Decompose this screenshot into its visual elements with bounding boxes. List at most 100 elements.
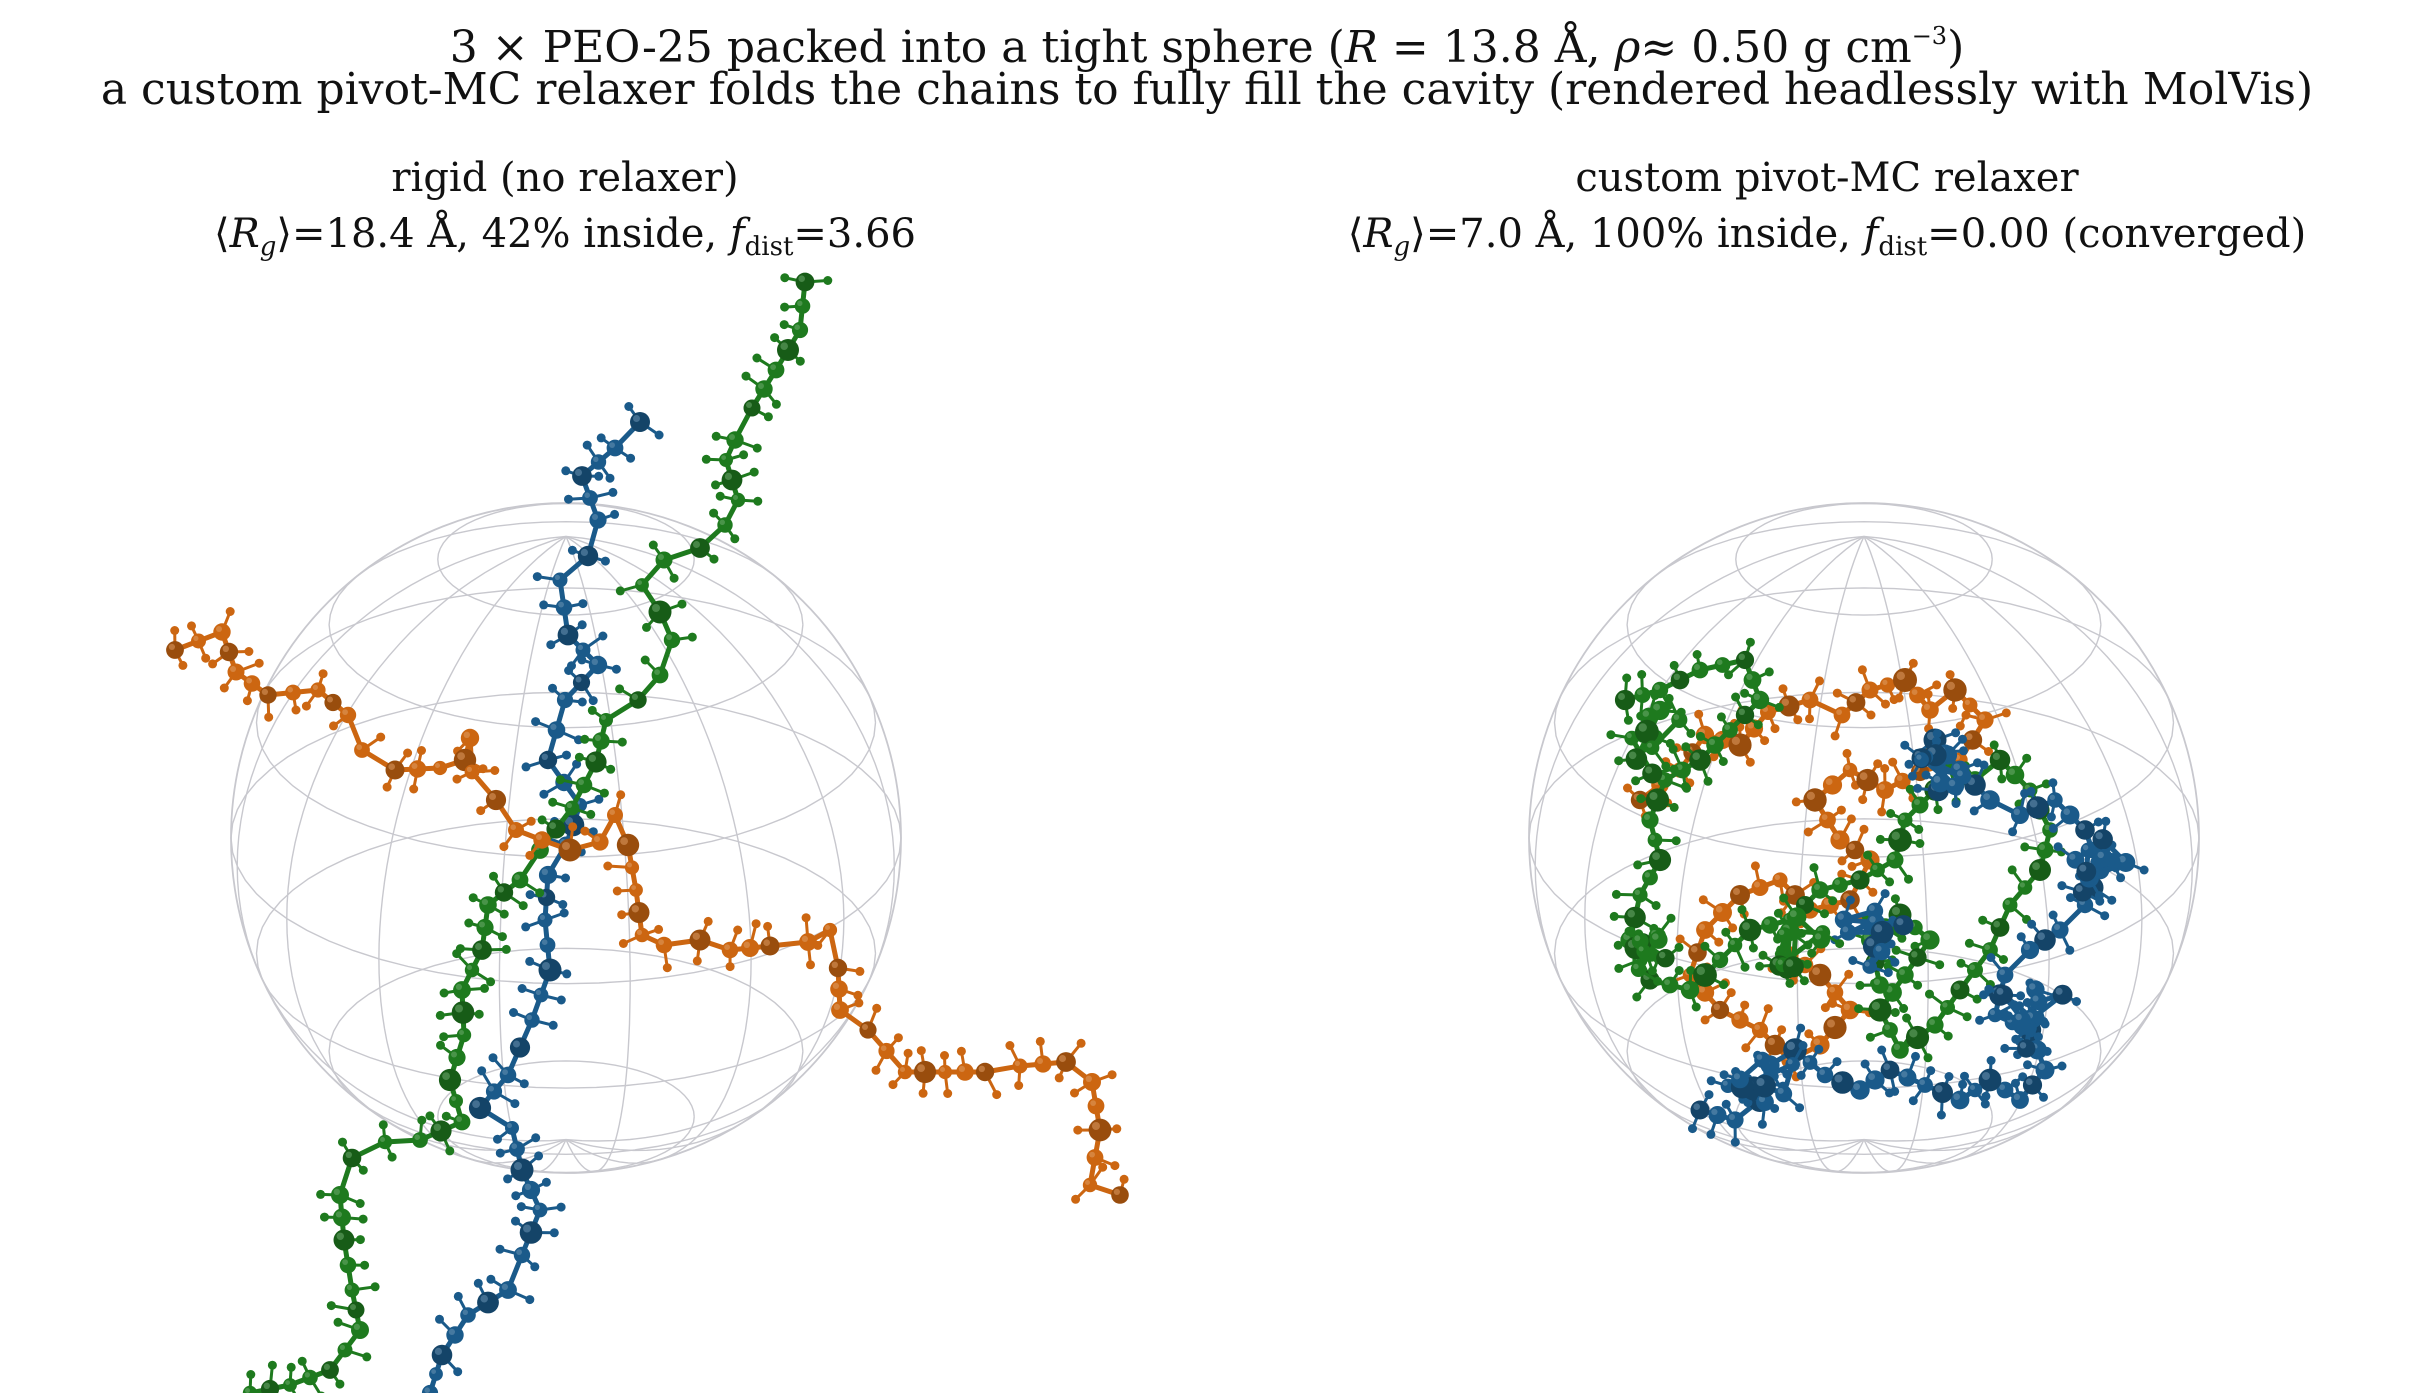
hydrogen-atom [378,1120,388,1130]
atom [589,511,607,529]
hydrogen-atom [297,1356,307,1366]
panel-left-render [166,272,1129,1393]
atom-highlight [350,1304,356,1310]
hydrogen-atom [1936,1110,1946,1120]
hydrogen-atom [582,440,592,450]
atom-highlight [1649,834,1655,841]
atom [1846,693,1866,712]
atom [717,517,733,533]
atom [1826,984,1844,1001]
hydrogen-atom [771,399,781,409]
atom [485,789,507,811]
hydrogen-atom [546,640,556,650]
atom-highlight [1923,933,1930,940]
right-molecule-chains [1606,637,2149,1147]
atom [1625,748,1648,770]
atom [555,599,573,616]
hydrogen-atom [1835,939,1845,949]
atom-highlight [456,1116,462,1122]
hydrogen-atom [1908,1096,1918,1106]
hydrogen-atom [1709,752,1719,762]
sphere-latitude [1553,587,2175,858]
hydrogen-atom [1866,710,1876,720]
atom-highlight [1789,910,1797,918]
atom [430,1120,452,1142]
hydrogen-atom [605,473,615,483]
atom [1909,686,1926,704]
hydrogen-atom [1745,757,1755,767]
atom-highlight [917,1064,925,1072]
hydrogen-atom [588,696,598,706]
atom [755,380,773,398]
atom-highlight [770,364,776,370]
hydrogen-atom [1623,783,1632,793]
atom [592,732,610,750]
hydrogen-atom [594,471,604,481]
atom-highlight [1874,924,1883,933]
hydrogen-atom [2007,865,2017,875]
hydrogen-atom [1886,939,1896,949]
atom-highlight [1742,922,1750,930]
hydrogen-atom [1728,923,1738,933]
hydrogen-atom [1650,691,1660,700]
hydrogen-atom [2139,865,2149,875]
hydrogen-atom [763,921,773,931]
hydrogen-atom [1700,941,1710,951]
atom [1873,942,1891,961]
atom-highlight [1875,945,1882,952]
atom [1787,907,1807,927]
atom-highlight [743,941,750,948]
hydrogen-atom [291,705,301,715]
atom-highlight [261,688,268,696]
atom-highlight [1777,1087,1784,1094]
atom [2020,940,2040,960]
hydrogen-atom [1847,861,1857,871]
atom-highlight [721,455,726,460]
hydrogen-atom [1773,908,1783,918]
hydrogen-atom [1073,1125,1083,1135]
atom [547,721,566,739]
hydrogen-atom [525,890,535,900]
hydrogen-atom [1795,1103,1805,1113]
atom-highlight [1819,1069,1825,1075]
hydrogen-atom [1894,693,1904,703]
atom-highlight [448,1328,455,1335]
hydrogen-atom [562,750,571,760]
hydrogen-atom [1897,933,1907,943]
atom-highlight [693,541,700,548]
atom-highlight [1746,673,1753,681]
atom-highlight [1649,792,1658,800]
atom-highlight [1089,1151,1095,1158]
atom-highlight [2075,885,2083,892]
hydrogen-atom [2018,1072,2028,1082]
atom [1714,657,1731,673]
hydrogen-atom [1740,962,1750,972]
hydrogen-atom [1740,1000,1750,1010]
atom-highlight [1734,1014,1740,1020]
atom [2005,765,2025,785]
atom [1950,1090,1970,1110]
atom [285,684,301,701]
atom [539,937,556,953]
hydrogen-atom [709,508,719,518]
atom-highlight [1786,1041,1795,1050]
atom [651,666,669,684]
atom [1819,811,1836,829]
atom [499,1066,517,1084]
atom-highlight [411,763,418,769]
atom-highlight [1993,920,2000,928]
atom [937,1064,953,1080]
atom-highlight [2008,768,2015,775]
hydrogen-atom [556,995,566,1005]
hydrogen-atom [2093,817,2103,827]
hydrogen-atom [1868,887,1878,897]
atom [468,1096,492,1120]
hydrogen-atom [333,1317,343,1327]
hydrogen-atom [358,1214,368,1224]
hydrogen-atom [956,1046,966,1056]
hydrogen-atom [1984,747,1993,756]
atom-highlight [1618,693,1625,700]
atom-highlight [1638,723,1647,732]
hydrogen-atom [1696,731,1705,741]
hydrogen-atom [615,586,625,596]
